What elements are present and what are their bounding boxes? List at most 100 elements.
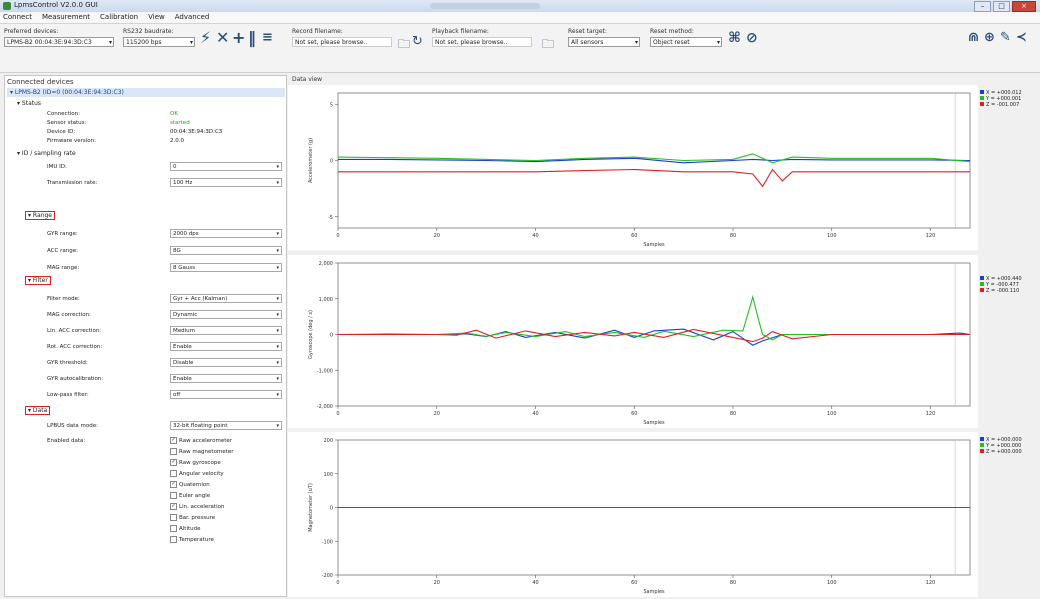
enabled-data-checkbox[interactable]: Bar. pressure <box>170 514 215 521</box>
window-title: LpmsControl V2.0.0 GUI <box>14 1 98 9</box>
x-tick-label: 80 <box>730 411 736 417</box>
enabled-data-checkbox[interactable]: Temperature <box>170 536 214 543</box>
folder-icon[interactable]: 🗀 <box>542 37 555 51</box>
enabled-data-checkbox[interactable]: Raw magnetometer <box>170 448 233 455</box>
acc-range-label: ACC range: <box>47 248 78 254</box>
gyr-range-select[interactable]: 2000 dps ▾ <box>170 229 282 238</box>
legend-z-text: Z = -000.110 <box>986 288 1020 294</box>
legend-x: X = +000.000 <box>980 437 1022 443</box>
x-axis-label: Samples <box>643 589 665 595</box>
data-mode-select[interactable]: 32-bit floating point ▾ <box>170 421 282 430</box>
id-section-label: ID / sampling rate <box>21 150 76 157</box>
y-tick-label: 200 <box>323 438 333 444</box>
chevron-down-icon: ▾ <box>276 248 279 254</box>
filter-mode-value: Gyr + Acc (Kalman) <box>173 296 228 302</box>
filter-mode-select[interactable]: Gyr + Acc (Kalman) ▾ <box>170 294 282 303</box>
unchecked-icon <box>170 470 177 477</box>
transmission-rate-select[interactable]: 100 Hz ▾ <box>170 178 282 187</box>
reset-orientation-icon[interactable]: ⌘ <box>728 30 741 46</box>
status-section[interactable]: ▾ Status <box>17 100 42 107</box>
filter-section[interactable]: ▾ Filter <box>25 276 51 285</box>
record-icon[interactable]: ↻ <box>412 34 423 49</box>
rot-acc-correction-label: Rot. ACC correction: <box>47 344 103 350</box>
reset-method-select[interactable]: Object reset ▾ <box>650 37 722 47</box>
menu-measurement[interactable]: Measurement <box>41 13 91 21</box>
checkbox-label: Euler angle <box>179 493 211 499</box>
disconnect-icon[interactable]: ✕ <box>216 28 230 47</box>
legend-z-text: Z = +000.000 <box>986 449 1022 455</box>
x-axis-label: Samples <box>643 420 665 426</box>
enabled-data-checkbox[interactable]: ✓ Raw gyroscope <box>170 459 221 466</box>
preferred-devices-select[interactable]: LPMS-B2 00:04:3E:94:3D:C3 ▾ <box>4 37 114 47</box>
gyr-range-label: GYR range: <box>47 231 78 237</box>
share-icon[interactable]: ≺ <box>1016 30 1027 45</box>
reset-method-value: Object reset <box>653 39 690 46</box>
legend-y: Y = -000.477 <box>980 282 1022 288</box>
enabled-data-checkbox[interactable]: ✓ Raw accelerometer <box>170 437 232 444</box>
gyr-threshold-select[interactable]: Disable ▾ <box>170 358 282 367</box>
accelerometer-legend: X = +000.012 Y = +000.001 Z = -001.007 <box>980 90 1022 108</box>
enabled-data-checkbox[interactable]: ✓ Quaternion <box>170 481 210 488</box>
id-section[interactable]: ▾ ID / sampling rate <box>17 150 76 157</box>
lin-acc-correction-select[interactable]: Medium ▾ <box>170 326 282 335</box>
minimize-button[interactable]: – <box>974 1 991 12</box>
checkbox-label: Raw gyroscope <box>179 460 221 466</box>
firmware-value: 2.0.0 <box>170 138 184 144</box>
checkbox-label: Angular velocity <box>179 471 224 477</box>
unchecked-icon <box>170 536 177 543</box>
enabled-data-checkbox[interactable]: Angular velocity <box>170 470 224 477</box>
stack-icon[interactable]: ≡ <box>262 30 273 45</box>
enabled-data-checkbox[interactable]: ✓ Lin. acceleration <box>170 503 224 510</box>
x-tick-label: 120 <box>926 411 936 417</box>
menu-calibration[interactable]: Calibration <box>100 13 139 21</box>
gyr-autocalibration-select[interactable]: Enable ▾ <box>170 374 282 383</box>
baudrate-select[interactable]: 115200 bps ▾ <box>123 37 195 47</box>
sensor-status-value: started <box>170 120 190 126</box>
reset-target-select[interactable]: All sensors ▾ <box>568 37 640 47</box>
folder-icon[interactable]: 🗀 <box>398 37 411 51</box>
legend-y: Y = +000.000 <box>980 443 1022 449</box>
chevron-down-icon: ▾ <box>276 265 279 271</box>
data-section[interactable]: ▾ Data <box>25 406 51 415</box>
pause-icon[interactable]: ‖ <box>248 28 256 47</box>
low-pass-filter-select[interactable]: off ▾ <box>170 390 282 399</box>
x-tick-label: 100 <box>827 233 837 239</box>
legend-z: Z = -000.110 <box>980 288 1022 294</box>
wrench-icon[interactable]: ✎ <box>1000 30 1011 45</box>
rss-icon[interactable]: ⋒ <box>968 30 979 45</box>
device-tree-item[interactable]: ▾ LPMS-B2 (ID=0 (00:04:3E:94:3D:C3) <box>7 88 285 97</box>
playback-filename-value: Not set, please browse.. <box>435 39 508 46</box>
mag-correction-select[interactable]: Dynamic ▾ <box>170 310 282 319</box>
chevron-down-icon: ▾ <box>716 39 720 46</box>
close-button[interactable]: × <box>1012 1 1036 12</box>
chevron-down-icon: ▾ <box>189 39 193 46</box>
enabled-data-checkbox[interactable]: Euler angle <box>170 492 210 499</box>
disable-icon[interactable]: ⊘ <box>746 30 758 46</box>
menu-connect[interactable]: Connect <box>3 13 32 21</box>
connection-label: Connection: <box>47 111 80 117</box>
acc-range-select[interactable]: 8G ▾ <box>170 246 282 255</box>
chevron-down-icon: ▾ <box>276 180 279 186</box>
data-mode-label: LPBUS data mode: <box>47 423 99 429</box>
menu-view[interactable]: View <box>148 13 165 21</box>
add-sensor-icon[interactable]: + <box>232 28 246 47</box>
range-section[interactable]: ▾ Range <box>25 211 55 220</box>
x-tick-label: 60 <box>631 580 637 586</box>
playback-filename-field[interactable]: Not set, please browse.. <box>432 37 532 47</box>
rot-acc-correction-select[interactable]: Enable ▾ <box>170 342 282 351</box>
enabled-data-checkbox[interactable]: Altitude <box>170 525 201 532</box>
mag-range-select[interactable]: 8 Gauss ▾ <box>170 263 282 272</box>
globe-icon[interactable]: ⊕ <box>984 30 995 45</box>
menu-advanced[interactable]: Advanced <box>174 13 210 21</box>
checkbox-label: Altitude <box>179 526 201 532</box>
low-pass-filter-value: off <box>173 392 181 398</box>
data-view-label: Data view <box>292 76 323 83</box>
x-tick-label: 0 <box>336 233 339 239</box>
checkbox-label: Raw magnetometer <box>179 449 234 455</box>
maximize-button[interactable]: □ <box>993 1 1010 12</box>
record-filename-value: Not set, please browse.. <box>295 39 368 46</box>
gyr-autocalibration-value: Enable <box>173 376 192 382</box>
imu-id-select[interactable]: 0 ▾ <box>170 162 282 171</box>
record-filename-field[interactable]: Not set, please browse.. <box>292 37 392 47</box>
connect-icon[interactable]: ⚡ <box>200 28 212 47</box>
